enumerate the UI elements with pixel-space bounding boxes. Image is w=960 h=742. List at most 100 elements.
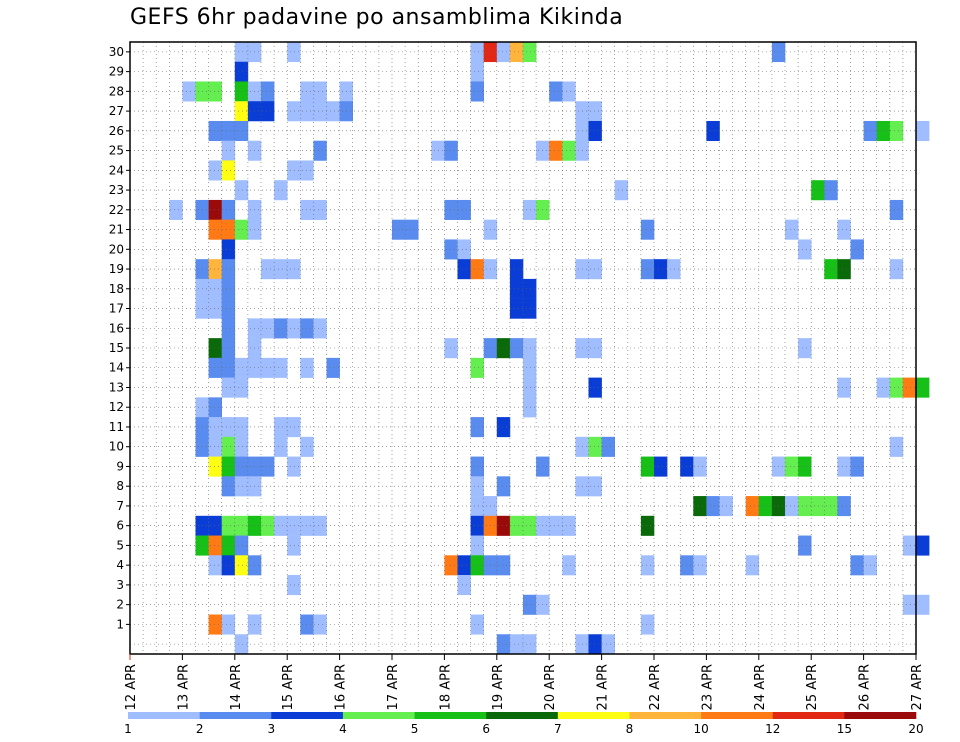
x-tick-label: 12 APR <box>124 664 139 710</box>
heatmap-cell <box>234 515 249 536</box>
heatmap-cell <box>785 219 799 240</box>
heatmap-cell <box>208 298 222 319</box>
heatmap-cell <box>208 535 222 556</box>
heatmap-cell <box>876 377 891 398</box>
heatmap-cell <box>208 199 222 220</box>
legend-swatch <box>128 712 200 719</box>
heatmap-cell <box>470 357 484 378</box>
heatmap-cell <box>274 259 288 280</box>
heatmap-cell <box>208 555 222 576</box>
y-tick-label: 20 <box>109 242 124 256</box>
heatmap-cell <box>444 555 458 576</box>
heatmap-cell <box>693 496 707 517</box>
heatmap-cell <box>326 357 340 378</box>
heatmap-cell <box>588 476 602 497</box>
heatmap-cell <box>234 476 249 497</box>
heatmap-cell <box>444 199 458 220</box>
heatmap-cell <box>208 456 222 477</box>
x-tick-label: 17 APR <box>386 664 401 710</box>
heatmap-cell <box>654 456 668 477</box>
heatmap-cell <box>313 318 327 339</box>
heatmap-cell <box>549 81 563 102</box>
y-tick-label: 9 <box>116 459 124 473</box>
heatmap-cell <box>785 456 799 477</box>
heatmap-cell <box>588 101 602 122</box>
y-axis-labels: 1234567891011121314151617181920212223242… <box>109 45 124 632</box>
chart-title: GEFS 6hr padavine po ansamblima Kikinda <box>130 5 624 30</box>
heatmap-cell <box>496 476 511 497</box>
heatmap-cell <box>523 357 537 378</box>
heatmap-cell <box>470 476 484 497</box>
heatmap-cell <box>470 555 484 576</box>
heatmap-cell <box>208 81 222 102</box>
heatmap-cell <box>326 101 340 122</box>
heatmap-cell <box>287 417 301 438</box>
heatmap-cell <box>509 42 524 63</box>
y-tick-label: 6 <box>116 519 124 533</box>
heatmap-cell <box>916 377 930 398</box>
heatmap-cell <box>208 259 222 280</box>
heatmap-cell <box>850 555 864 576</box>
legend-label: 7 <box>554 722 562 736</box>
heatmap-cell <box>916 594 930 615</box>
heatmap-cell <box>208 219 222 240</box>
heatmap-cell <box>523 338 537 359</box>
heatmap-cell <box>758 496 773 517</box>
heatmap-cell <box>523 594 537 615</box>
heatmap-cell <box>837 496 851 517</box>
heatmap-cell <box>640 259 655 280</box>
heatmap-cell <box>287 515 301 536</box>
heatmap-cell <box>405 219 419 240</box>
x-tick-label: 21 APR <box>596 664 611 710</box>
axis-ticks <box>126 51 917 660</box>
heatmap-cell <box>601 436 615 457</box>
legend-label: 2 <box>196 722 204 736</box>
heatmap-cell <box>837 377 851 398</box>
heatmap-cell <box>221 535 236 556</box>
heatmap-cell <box>287 456 301 477</box>
y-tick-label: 29 <box>109 65 124 79</box>
heatmap-cell <box>234 417 249 438</box>
heatmap-cell <box>287 101 301 122</box>
y-tick-label: 16 <box>109 321 124 335</box>
heatmap-cell <box>811 496 825 517</box>
heatmap-cell <box>234 634 249 655</box>
heatmap-cell <box>654 259 668 280</box>
legend-label: 4 <box>339 722 347 736</box>
heatmap-cell <box>693 456 707 477</box>
heatmap-cell <box>457 239 471 260</box>
heatmap-cell <box>234 81 249 102</box>
heatmap-cell <box>221 357 236 378</box>
legend-label: 3 <box>267 722 275 736</box>
heatmap-cell <box>509 298 524 319</box>
heatmap-cell <box>287 318 301 339</box>
heatmap-cell <box>640 515 655 536</box>
heatmap-cell <box>837 456 851 477</box>
heatmap-cell <box>509 278 524 299</box>
heatmap-cell <box>234 180 249 201</box>
legend-label: 20 <box>908 722 923 736</box>
heatmap-cell <box>889 436 904 457</box>
legend-swatch <box>414 712 487 719</box>
heatmap-cell <box>562 515 576 536</box>
x-tick-label: 15 APR <box>281 664 296 710</box>
heatmap-cell <box>667 259 681 280</box>
heatmap-cell <box>261 81 275 102</box>
heatmap-cell <box>889 120 904 142</box>
x-tick-label: 26 APR <box>858 664 873 710</box>
heatmap-cell <box>523 199 537 220</box>
heatmap-cell <box>274 180 288 201</box>
heatmap-cell <box>234 219 249 240</box>
heatmap-cell <box>640 555 655 576</box>
heatmap-cell <box>470 456 484 477</box>
heatmap-cell <box>313 199 327 220</box>
y-tick-label: 10 <box>109 440 124 454</box>
y-tick-label: 7 <box>116 499 124 513</box>
y-tick-label: 17 <box>109 302 124 316</box>
heatmap-cell <box>261 515 275 536</box>
heatmap-cell <box>496 417 511 438</box>
x-tick-label: 23 APR <box>700 664 715 710</box>
heatmap-cell <box>221 476 236 497</box>
heatmap-cell <box>916 535 930 556</box>
heatmap-cell <box>457 555 471 576</box>
